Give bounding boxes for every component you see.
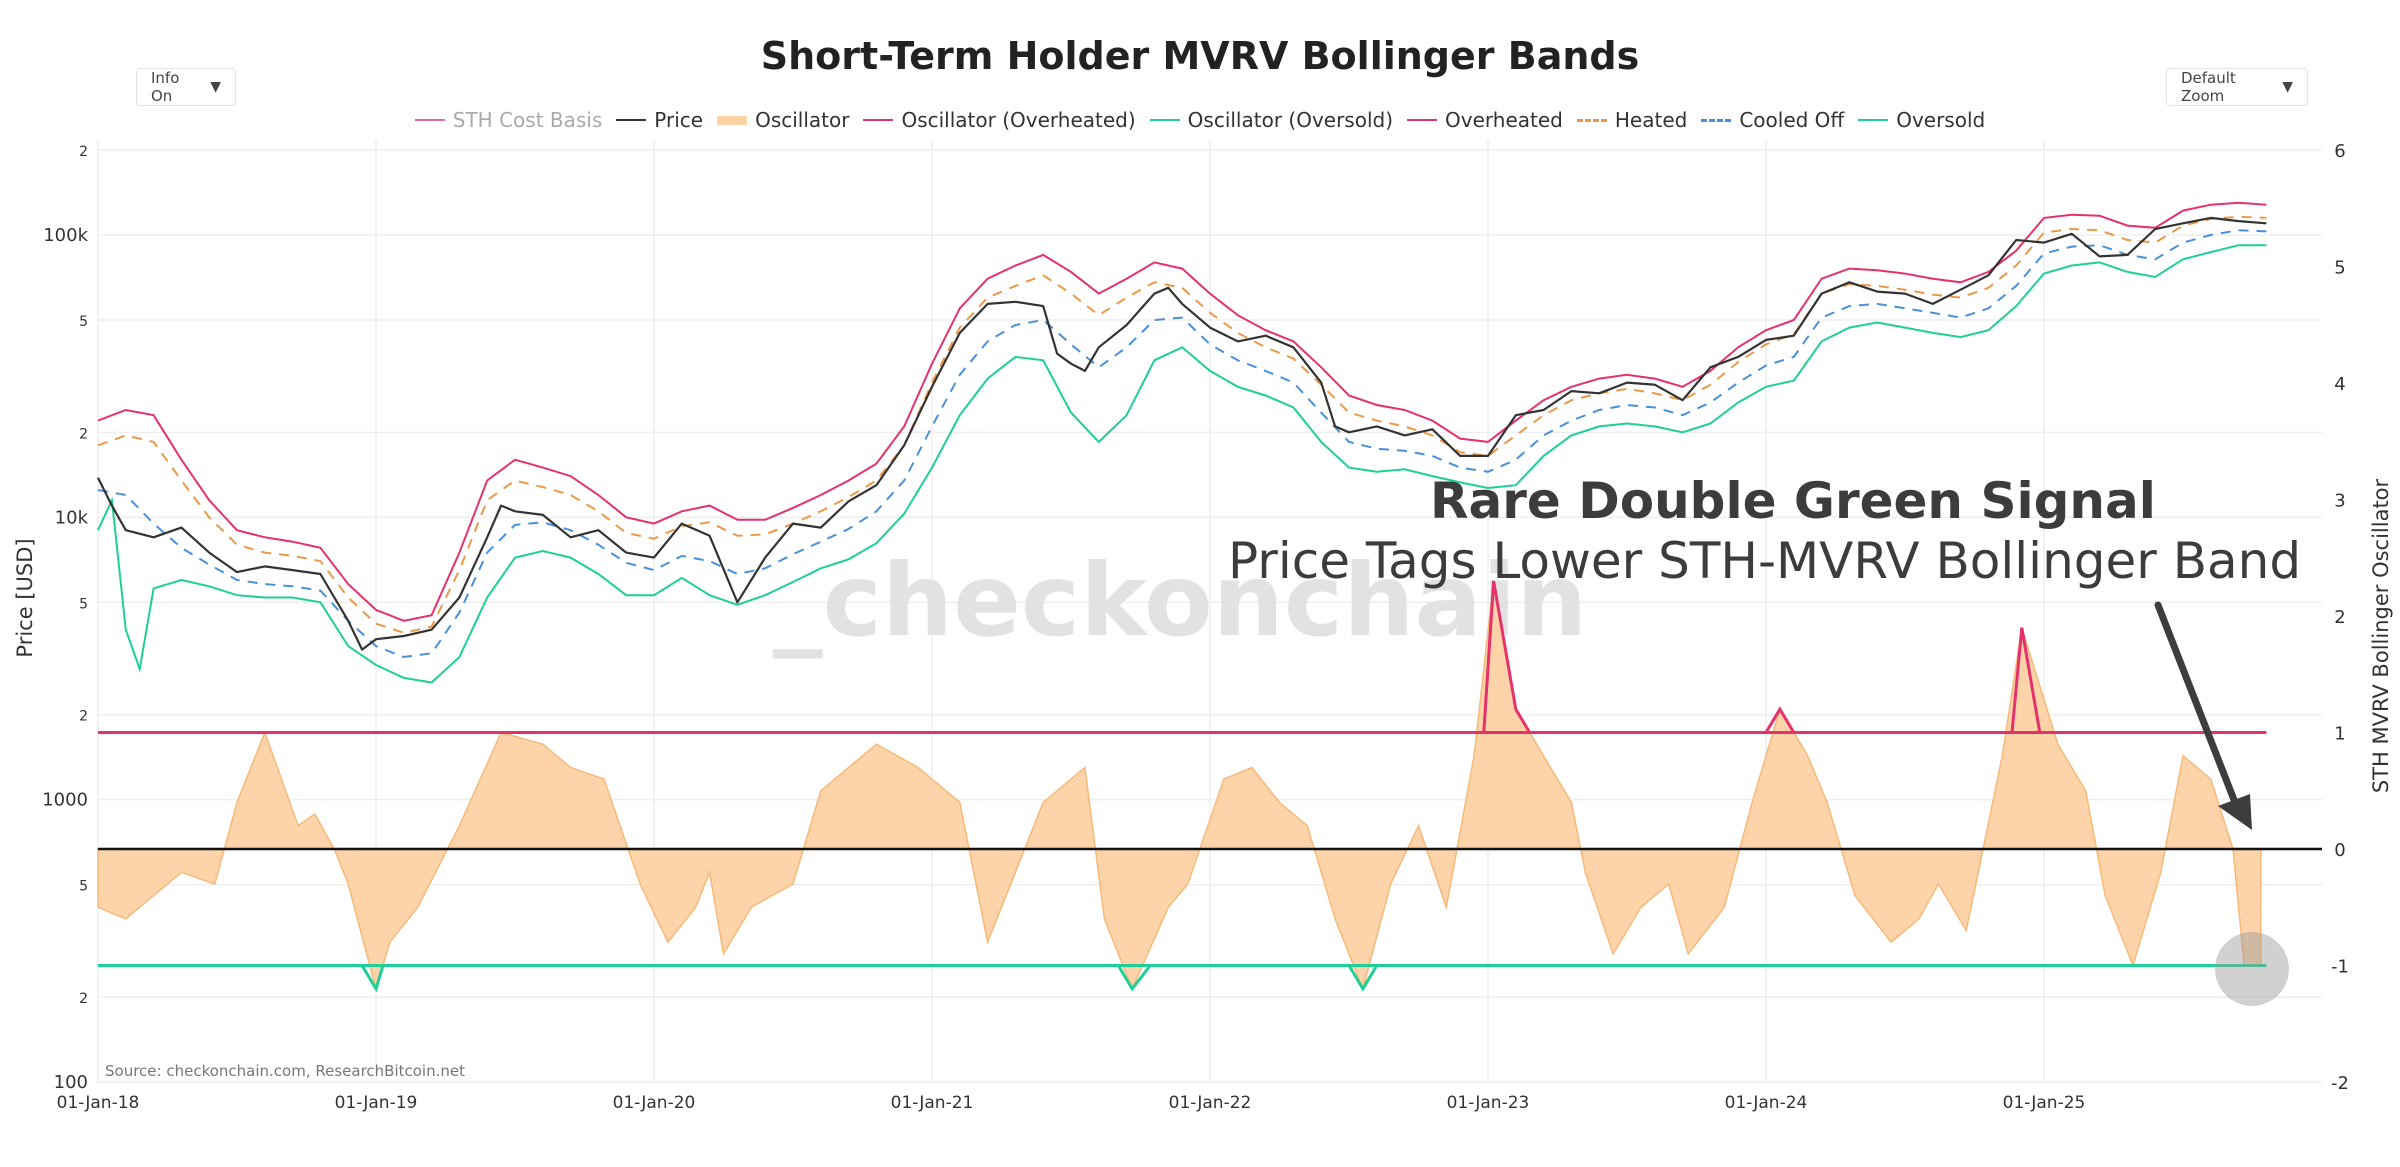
y-tick-label: 100k bbox=[43, 225, 88, 246]
oscillator-oversold-segment bbox=[360, 964, 385, 993]
legend-label: Oscillator (Oversold) bbox=[1187, 108, 1394, 132]
y-tick-label: 100 bbox=[54, 1072, 88, 1093]
legend-swatch bbox=[1407, 119, 1438, 121]
y2-tick-label: 3 bbox=[2334, 491, 2345, 512]
y-tick-label: 2 bbox=[79, 709, 88, 725]
legend-item[interactable]: Heated bbox=[1576, 108, 1688, 132]
y-tick-label: 5 bbox=[79, 879, 88, 895]
oscillator-oversold-segment bbox=[1117, 964, 1152, 992]
legend-item[interactable]: Oscillator (Oversold) bbox=[1149, 108, 1394, 132]
x-tick-label: 01-Jan-23 bbox=[1447, 1093, 1530, 1113]
legend-item[interactable]: Oscillator bbox=[717, 108, 849, 132]
oscillator-overheated-segment bbox=[1482, 580, 1531, 734]
y-tick-label: 2 bbox=[79, 144, 88, 160]
y2-tick-label: 0 bbox=[2334, 840, 2345, 861]
y2-tick-label: 1 bbox=[2334, 724, 2345, 745]
watermark: _checkonchain bbox=[773, 542, 1588, 659]
overheated-band-line bbox=[97, 201, 2267, 622]
axes: 01-Jan-18 01-Jan-19 01-Jan-20 01-Jan-21 01-J… bbox=[42, 141, 2349, 1113]
legend-label: STH Cost Basis bbox=[452, 108, 603, 132]
legend-label: Overheated bbox=[1445, 108, 1563, 132]
dropdown-arrow-icon: ▼ bbox=[2282, 79, 2293, 95]
dropdown-arrow-icon: ▼ bbox=[210, 79, 221, 95]
y-tick-label: 10k bbox=[55, 507, 89, 528]
x-tick-label: 01-Jan-22 bbox=[1169, 1093, 1252, 1113]
legend-swatch bbox=[1576, 118, 1607, 122]
price-line bbox=[97, 216, 2267, 651]
cooled-off-band-line bbox=[97, 229, 2267, 659]
arrow-shaft bbox=[2154, 601, 2240, 809]
oscillator-oversold-segment bbox=[1347, 964, 1379, 992]
y2-tick-label: 2 bbox=[2334, 607, 2345, 628]
legend-label: Cooled Off bbox=[1739, 108, 1845, 132]
legend-label: Price bbox=[654, 108, 704, 132]
x-tick-label: 01-Jan-25 bbox=[2003, 1093, 2086, 1113]
grid-lines bbox=[97, 140, 2322, 1083]
legend-label: Heated bbox=[1614, 108, 1688, 132]
y-tick-label: 5 bbox=[79, 596, 88, 612]
oversold-band-line bbox=[97, 244, 2267, 684]
arrow-head bbox=[2218, 794, 2252, 830]
info-toggle[interactable]: Info On ▼ bbox=[136, 68, 236, 106]
legend-swatch bbox=[863, 119, 894, 121]
y-tick-label: 2 bbox=[79, 426, 88, 442]
source-note: Source: checkonchain.com, ResearchBitcoi… bbox=[105, 1062, 465, 1080]
y2-tick-label: -2 bbox=[2331, 1073, 2349, 1094]
oscillator-overheated-segment bbox=[1764, 706, 1796, 734]
legend-item[interactable]: Overheated bbox=[1407, 108, 1563, 132]
signal-highlight-circle bbox=[2215, 932, 2289, 1006]
legend: STH Cost Basis Price Oscillator Oscillator … bbox=[0, 108, 2400, 132]
annotation-subtitle: Price Tags Lower STH-MVRV Bollinger Band bbox=[1228, 532, 2302, 590]
info-toggle-label: Info On bbox=[151, 69, 180, 105]
chart-title: Short-Term Holder MVRV Bollinger Bands bbox=[760, 34, 1640, 78]
legend-item[interactable]: Price bbox=[616, 108, 703, 132]
oscillator-overheated-segment bbox=[2010, 627, 2042, 733]
legend-label: Oversold bbox=[1896, 108, 1986, 132]
heated-band-line bbox=[97, 215, 2267, 634]
y2-tick-label: 6 bbox=[2334, 141, 2345, 162]
x-tick-label: 01-Jan-18 bbox=[57, 1093, 140, 1113]
legend-label: Oscillator bbox=[755, 108, 850, 132]
legend-item[interactable]: STH Cost Basis bbox=[414, 108, 603, 132]
legend-swatch bbox=[414, 119, 445, 121]
y2-tick-label: -1 bbox=[2331, 957, 2349, 978]
y2-tick-label: 5 bbox=[2334, 258, 2345, 279]
zoom-select[interactable]: Default Zoom ▼ bbox=[2166, 68, 2308, 106]
legend-item[interactable]: Cooled Off bbox=[1701, 108, 1844, 132]
band-layer bbox=[97, 201, 2267, 684]
legend-swatch bbox=[616, 119, 647, 121]
y-tick-label: 1000 bbox=[42, 790, 88, 811]
legend-label: Oscillator (Overheated) bbox=[901, 108, 1136, 132]
annotation-arrow bbox=[2154, 601, 2289, 1006]
legend-swatch bbox=[1149, 119, 1180, 121]
x-tick-label: 01-Jan-20 bbox=[613, 1093, 696, 1113]
x-tick-label: 01-Jan-21 bbox=[891, 1093, 974, 1113]
legend-item[interactable]: Oscillator (Overheated) bbox=[863, 108, 1136, 132]
y-axis-label: Price [USD] bbox=[13, 538, 37, 657]
x-tick-label: 01-Jan-24 bbox=[1725, 1093, 1808, 1113]
y2-tick-label: 4 bbox=[2334, 374, 2345, 395]
y-tick-label: 5 bbox=[79, 314, 88, 330]
y-tick-label: 2 bbox=[79, 991, 88, 1007]
annotation-title: Rare Double Green Signal bbox=[1430, 472, 2156, 530]
legend-swatch bbox=[1701, 118, 1732, 122]
legend-swatch bbox=[717, 115, 748, 125]
legend-swatch bbox=[1858, 119, 1889, 121]
zoom-select-label: Default Zoom bbox=[2181, 69, 2236, 105]
x-tick-label: 01-Jan-19 bbox=[335, 1093, 418, 1113]
oscillator-area bbox=[97, 580, 2262, 992]
oscillator-layer bbox=[97, 580, 2322, 993]
y2-axis-label: STH MVRV Bollinger Oscillator bbox=[2369, 478, 2393, 793]
legend-item[interactable]: Oversold bbox=[1858, 108, 1985, 132]
